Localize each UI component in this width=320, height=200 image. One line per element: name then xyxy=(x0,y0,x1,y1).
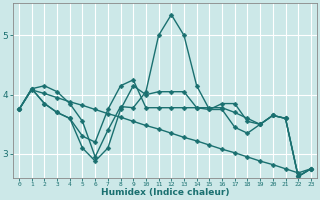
X-axis label: Humidex (Indice chaleur): Humidex (Indice chaleur) xyxy=(101,188,229,197)
